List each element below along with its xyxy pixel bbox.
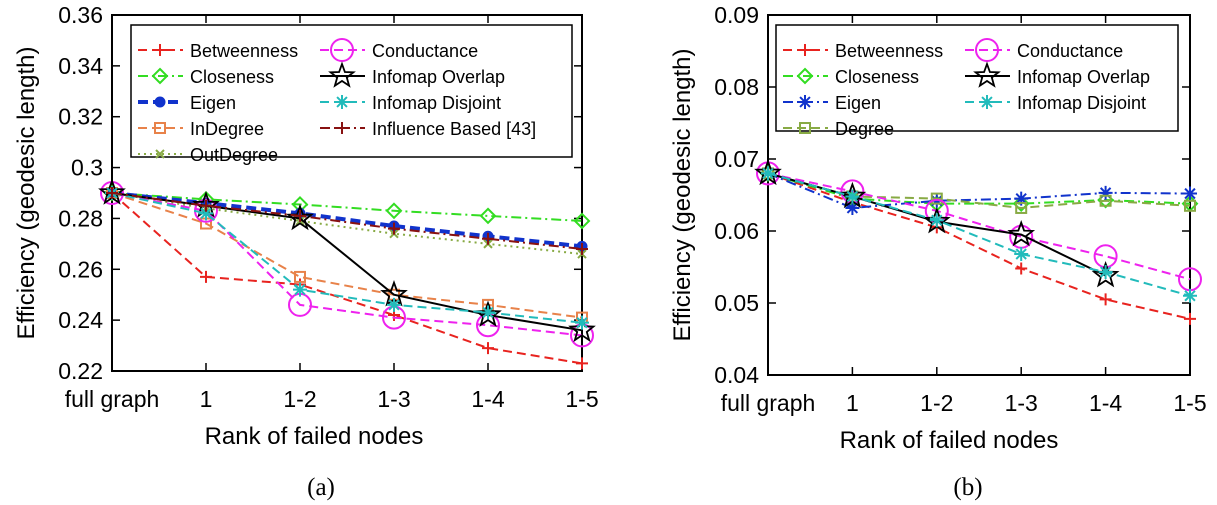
marker-asterisk bbox=[575, 316, 589, 330]
chart-1: 0.04 0.05 0.06 0.07 0.08 0.09 full graph 1 1-2 1-… bbox=[669, 2, 1207, 454]
y-tick-label: 0.3 bbox=[71, 155, 103, 181]
marker-asterisk bbox=[980, 95, 994, 109]
marker-asterisk bbox=[1099, 265, 1113, 279]
series-conductance bbox=[757, 162, 1201, 290]
marker-asterisk bbox=[930, 213, 944, 227]
x-tick-label: 1-5 bbox=[1173, 390, 1206, 416]
series-line bbox=[768, 173, 1190, 279]
series-line bbox=[112, 193, 582, 246]
marker-asterisk bbox=[481, 306, 495, 320]
x-tick-label: 1-3 bbox=[1005, 390, 1038, 416]
caption-a: (a) bbox=[307, 474, 335, 502]
x-axis-label: Rank of failed nodes bbox=[840, 427, 1059, 454]
chart-0: 0.22 0.24 0.26 0.28 0.3 0.32 0.34 0.36 full grap… bbox=[13, 2, 599, 450]
x-tick-label: 1-4 bbox=[471, 386, 504, 412]
legend-item: Degree bbox=[783, 119, 894, 139]
y-tick-label: 0.26 bbox=[58, 256, 103, 282]
x-tick-label: 1-4 bbox=[1089, 390, 1122, 416]
series-line bbox=[112, 193, 582, 363]
legend-label: Infomap Overlap bbox=[1017, 67, 1150, 87]
legend-label: Conductance bbox=[1017, 41, 1123, 61]
legend-label: Infomap Disjoint bbox=[372, 93, 501, 113]
legend: Betweenness Closeness Eigen InDegree OutDegr… bbox=[131, 25, 572, 165]
legend-label: Eigen bbox=[835, 93, 881, 113]
x-tick-label: 1-5 bbox=[565, 386, 598, 412]
y-tick-label: 0.05 bbox=[714, 290, 759, 316]
marker-asterisk bbox=[798, 95, 812, 109]
marker-plus bbox=[1184, 313, 1196, 325]
legend-label: Conductance bbox=[372, 41, 478, 61]
legend-label: OutDegree bbox=[190, 145, 278, 165]
marker-plus bbox=[576, 357, 588, 369]
legend-label: InDegree bbox=[190, 119, 264, 139]
y-tick-label: 0.07 bbox=[714, 146, 759, 172]
legend-label: Betweenness bbox=[835, 41, 943, 61]
x-tick-label: 1-2 bbox=[283, 386, 316, 412]
x-tick-label: full graph bbox=[721, 390, 816, 416]
y-tick-label: 0.09 bbox=[714, 2, 759, 28]
y-tick-label: 0.36 bbox=[58, 2, 103, 28]
legend-label: Betweenness bbox=[190, 41, 298, 61]
marker-asterisk bbox=[761, 166, 775, 180]
y-tick-label: 0.32 bbox=[58, 104, 103, 130]
marker-plus bbox=[1015, 262, 1027, 274]
y-tick-label: 0.28 bbox=[58, 205, 103, 231]
series-closeness bbox=[105, 186, 589, 228]
series-line bbox=[112, 193, 582, 249]
y-tick-label: 0.22 bbox=[58, 358, 103, 384]
series-line bbox=[768, 173, 1190, 318]
x-tick-label: full graph bbox=[65, 386, 160, 412]
y-tick-label: 0.24 bbox=[58, 307, 103, 333]
legend-label: Infomap Overlap bbox=[372, 67, 505, 87]
legend-label: Closeness bbox=[190, 67, 274, 87]
x-axis-label: Rank of failed nodes bbox=[205, 423, 424, 450]
y-tick-label: 0.04 bbox=[714, 362, 759, 388]
caption-b: (b) bbox=[953, 474, 982, 502]
x-tick-label: 1 bbox=[200, 386, 213, 412]
marker-plus bbox=[482, 342, 494, 354]
series-line bbox=[112, 193, 582, 335]
marker-asterisk bbox=[1183, 187, 1197, 201]
marker-dot bbox=[155, 97, 165, 107]
marker-asterisk bbox=[335, 95, 349, 109]
marker-asterisk bbox=[293, 283, 307, 297]
x-tick-label: 1 bbox=[846, 390, 859, 416]
y-axis-label: Efficiency (geodesic length) bbox=[669, 48, 696, 341]
legend-label: Influence Based [43] bbox=[372, 119, 536, 139]
legend: Betweenness Closeness Eigen Degree Conductan… bbox=[776, 25, 1178, 139]
marker-plus bbox=[1100, 293, 1112, 305]
legend-label: Degree bbox=[835, 119, 894, 139]
x-tick-label: 1-3 bbox=[377, 386, 410, 412]
marker-asterisk bbox=[387, 298, 401, 312]
series-betweenness bbox=[106, 187, 588, 369]
marker-asterisk bbox=[1183, 289, 1197, 303]
legend-label: Eigen bbox=[190, 93, 236, 113]
marker-asterisk bbox=[845, 189, 859, 203]
marker-asterisk bbox=[1014, 247, 1028, 261]
y-tick-label: 0.34 bbox=[58, 53, 103, 79]
y-tick-label: 0.06 bbox=[714, 218, 759, 244]
series-line bbox=[112, 193, 582, 330]
x-tick-label: 1-2 bbox=[920, 390, 953, 416]
legend-label: Infomap Disjoint bbox=[1017, 93, 1146, 113]
y-axis-label: Efficiency (geodesic length) bbox=[13, 46, 40, 339]
legend-label: Closeness bbox=[835, 67, 919, 87]
y-tick-label: 0.08 bbox=[714, 74, 759, 100]
